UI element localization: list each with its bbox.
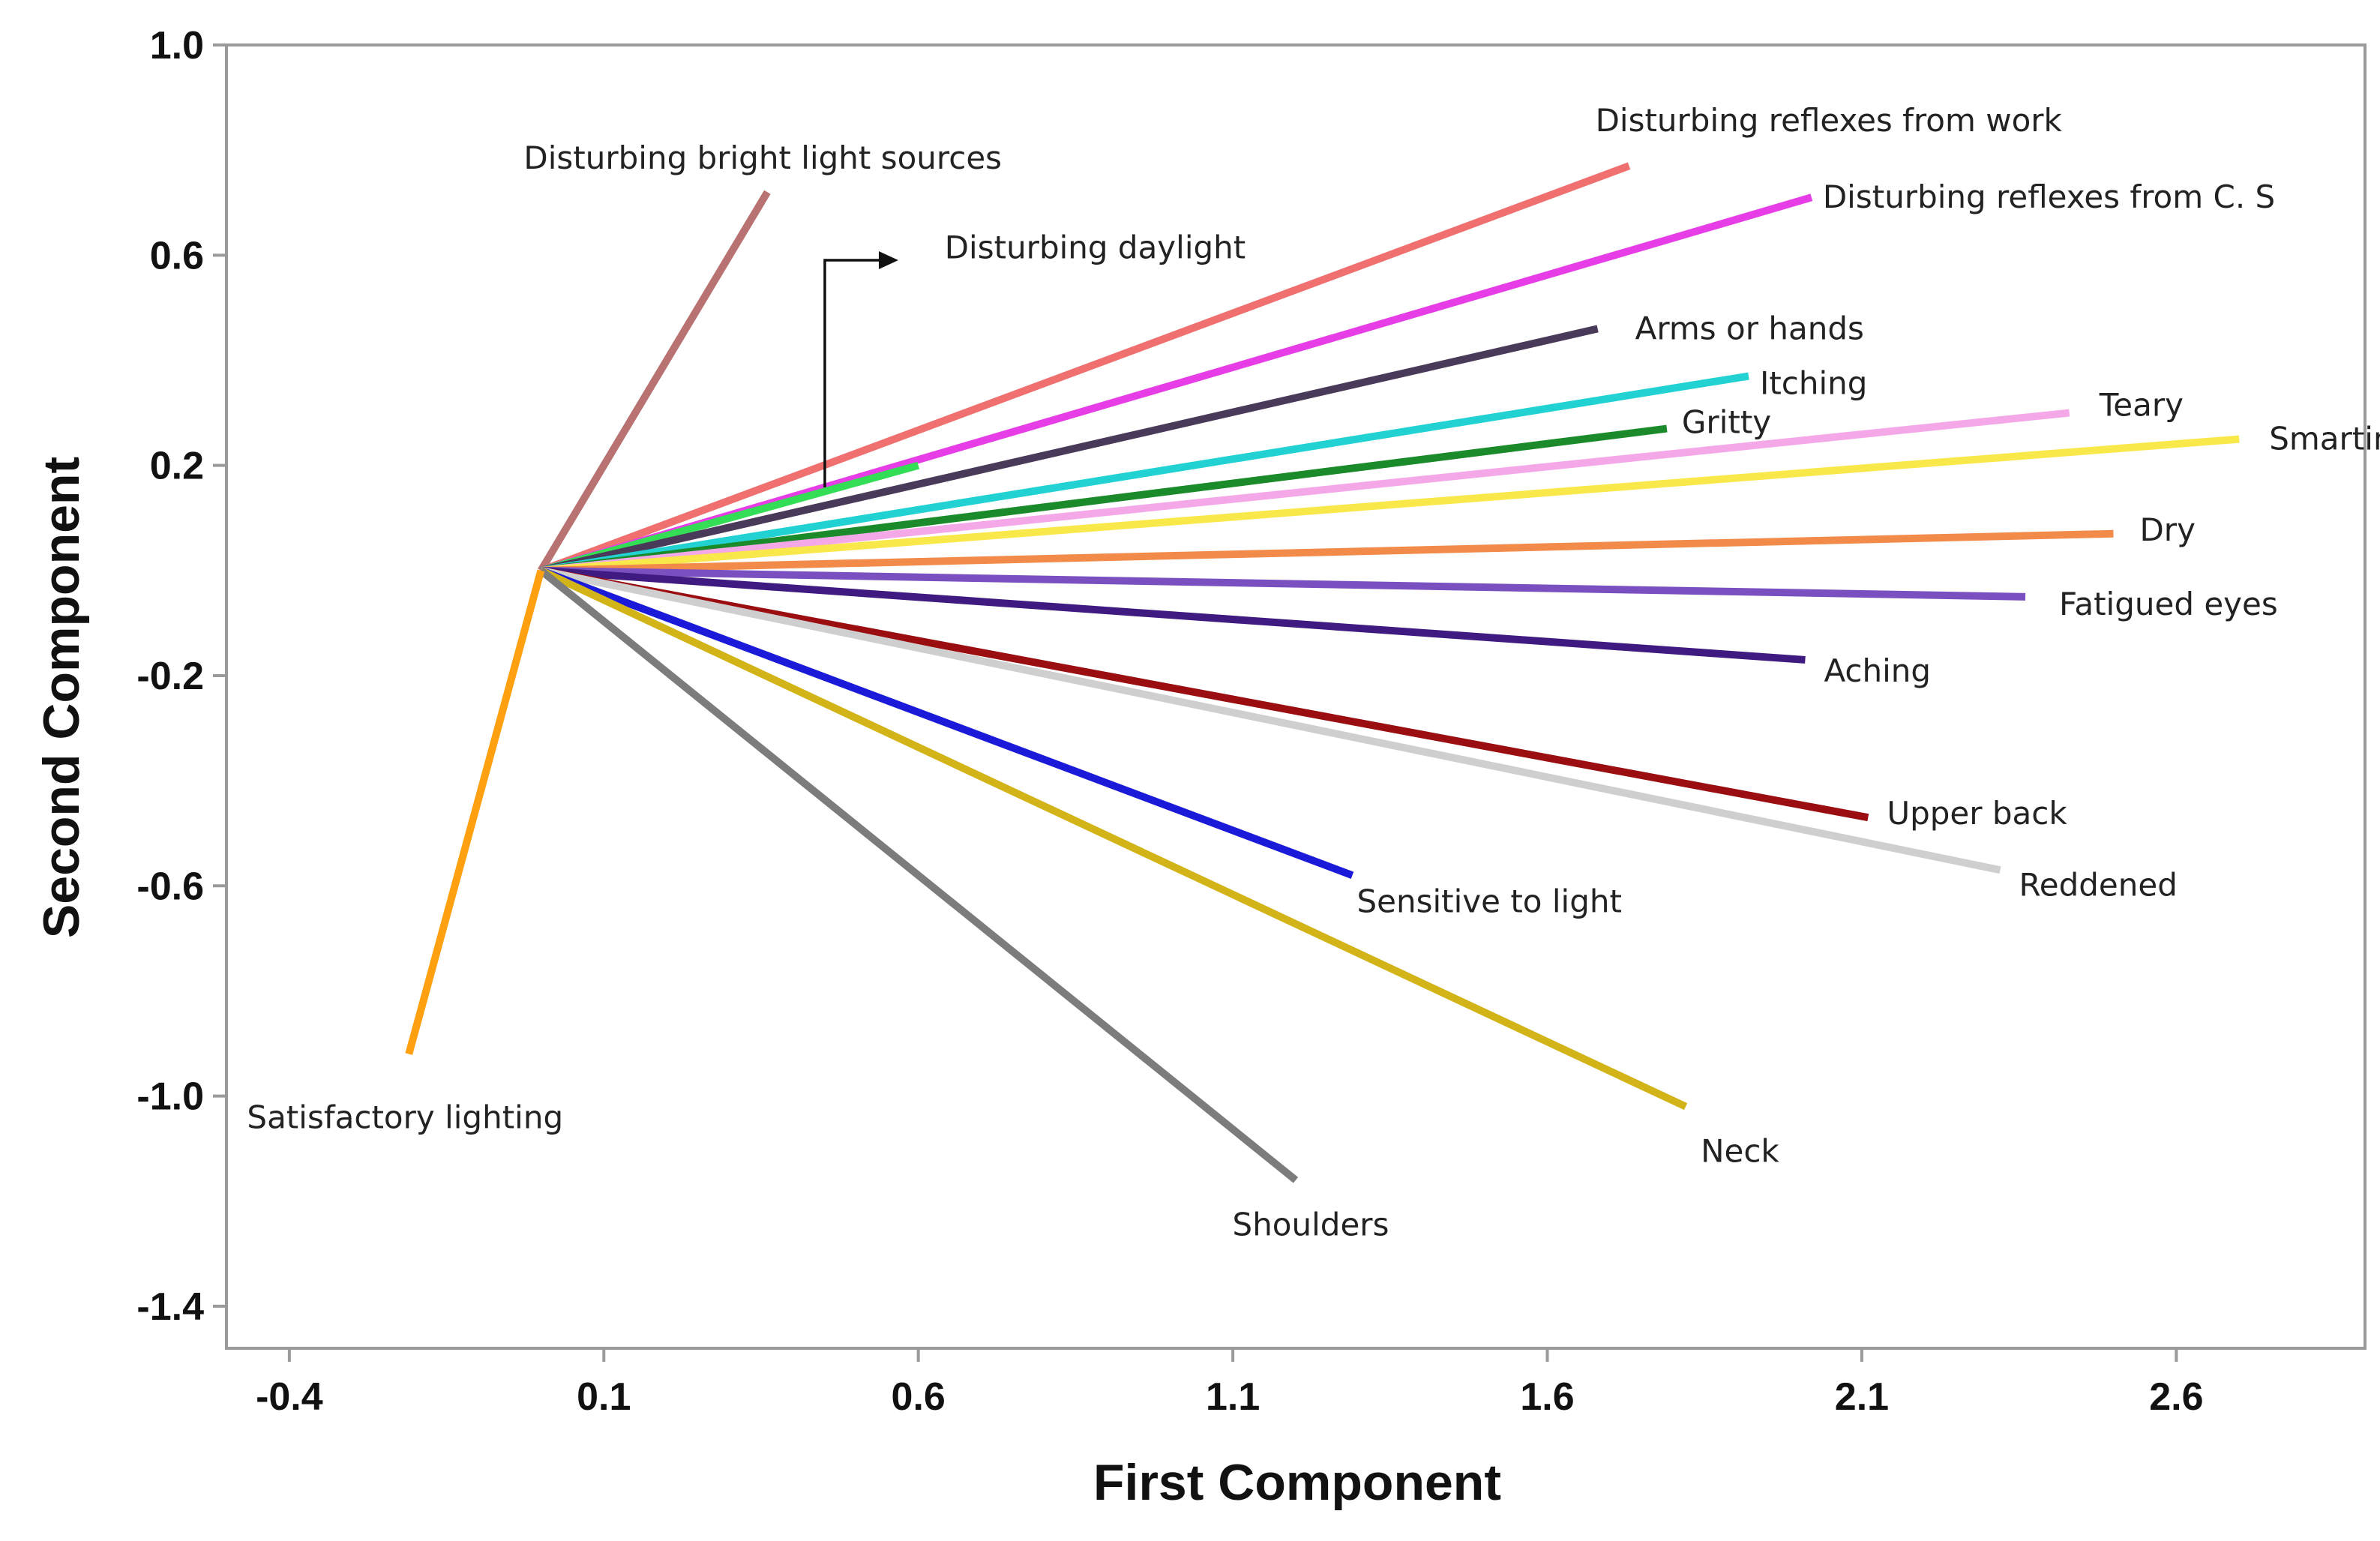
vector-disturbing-bright-light-sources	[538, 190, 771, 573]
vector-dry	[541, 529, 2114, 574]
daylight-arrow-line	[823, 259, 883, 487]
vector-smarting	[541, 435, 2240, 574]
y-tick-label: -1.0	[136, 1075, 204, 1119]
label-dry: Dry	[2139, 511, 2195, 548]
daylight-arrow-head	[879, 251, 898, 269]
x-tick-label: 2.1	[1835, 1375, 1889, 1419]
loading-vectors	[405, 162, 2240, 1183]
label-gritty: Gritty	[1682, 404, 1771, 441]
label-satisfactory-lighting: Satisfactory lighting	[247, 1099, 563, 1136]
label-neck: Neck	[1701, 1133, 1779, 1170]
label-disturbing-reflexes-from-work: Disturbing reflexes from work	[1596, 102, 2063, 139]
x-tick-label: 1.6	[1520, 1375, 1574, 1419]
label-teary: Teary	[2099, 387, 2184, 424]
vector-upper-back	[540, 566, 1869, 822]
vector-neck	[539, 567, 1688, 1111]
annotation-arrow	[823, 251, 898, 487]
label-fatigued-eyes: Fatigued eyes	[2059, 586, 2278, 622]
y-tick-label: -0.2	[136, 655, 204, 698]
vector-aching	[541, 566, 1806, 664]
x-tick-label: 1.1	[1206, 1375, 1260, 1419]
label-arms-or-hands: Arms or hands	[1635, 310, 1864, 346]
label-reddened: Reddened	[2019, 866, 2177, 903]
y-tick-label: -1.4	[136, 1285, 204, 1329]
label-shoulders: Shoulders	[1233, 1207, 1389, 1243]
y-axis-title: Second Component	[33, 457, 90, 938]
vector-shoulders	[538, 567, 1299, 1183]
label-aching: Aching	[1824, 652, 1931, 689]
x-tick-label: 0.6	[892, 1375, 946, 1419]
vector-satisfactory-lighting	[405, 569, 545, 1055]
label-upper-back: Upper back	[1887, 795, 2067, 832]
label-smarting: Smarting	[2269, 421, 2380, 457]
label-disturbing-reflexes-from-c-s: Disturbing reflexes from C. S	[1823, 178, 2275, 215]
vector-labels: Disturbing bright light sources Disturbin…	[247, 102, 2380, 1243]
y-tick-label: 0.2	[150, 445, 204, 488]
y-tick-label: 0.6	[150, 234, 204, 277]
vector-itching	[540, 372, 1749, 574]
label-itching: Itching	[1760, 365, 1868, 402]
x-axis-title: First Component	[1093, 1454, 1501, 1511]
y-tick-label: 1.0	[150, 24, 204, 67]
x-tick-label: 2.6	[2149, 1375, 2203, 1419]
axis-ticks: -0.4 0.1 0.6 1.1 1.6 2.1 2.6 1.0 0.6 0.2 -0.2 -0.6 -…	[136, 24, 2203, 1419]
label-disturbing-bright-light-sources: Disturbing bright light sources	[523, 139, 1002, 176]
vector-teary	[540, 409, 2070, 574]
vector-arms-or-hands	[540, 325, 1599, 574]
x-tick-label: -0.4	[256, 1375, 323, 1419]
vector-fatigued-eyes	[541, 566, 2026, 601]
vector-gritty	[540, 424, 1668, 574]
vector-reddened	[540, 566, 2001, 874]
vector-sensitive-to-light	[539, 567, 1354, 879]
vector-disturbing-reflexes-from-work	[539, 162, 1631, 574]
y-tick-label: -0.6	[136, 865, 204, 908]
label-disturbing-daylight: Disturbing daylight	[945, 229, 1246, 266]
x-tick-label: 0.1	[577, 1375, 631, 1419]
plot-frame	[225, 43, 2367, 1350]
label-sensitive-to-light: Sensitive to light	[1356, 883, 1621, 919]
